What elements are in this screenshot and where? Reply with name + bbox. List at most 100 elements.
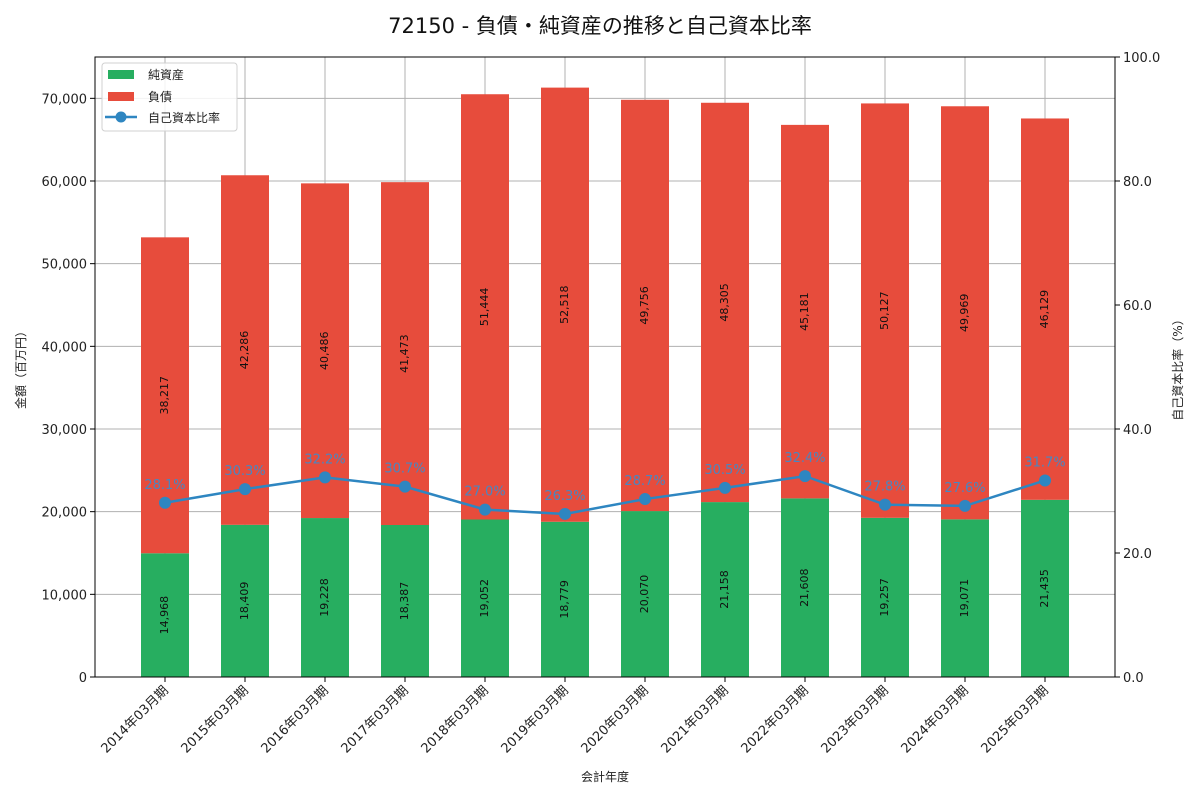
bar-liabilities (381, 182, 429, 526)
ratio-marker (799, 470, 811, 483)
bar-label-net-assets: 21,158 (718, 570, 731, 609)
bar-label-net-assets: 18,409 (238, 582, 251, 621)
y-tick-label: 10,000 (42, 588, 88, 603)
x-tick-label: 2023年03月期 (819, 683, 892, 756)
bar-label-liabilities: 38,217 (158, 376, 171, 415)
ratio-marker (399, 480, 411, 493)
y2-tick-label: 80.0 (1123, 175, 1152, 190)
bar-liabilities (541, 87, 589, 522)
x-tick-label: 2017年03月期 (339, 683, 412, 756)
right-y-axis: 0.0 20.0 40.0 60.0 80.0 100.0 (1115, 51, 1160, 686)
ratio-marker (879, 498, 891, 511)
x-axis: 2014年03月期 2015年03月期 2016年03月期 2017年03月期 2018… (99, 677, 1052, 757)
bar-net-assets (461, 519, 509, 677)
ratio-line-series: 28.1% 30.3% 32.2% 30.7% 27.0% 26.3% 28.7% 30.5%… (144, 451, 1066, 520)
bar-label-net-assets: 19,257 (878, 578, 891, 617)
y-tick-label: 60,000 (42, 175, 88, 190)
x-tick-label: 2022年03月期 (739, 683, 812, 756)
left-y-axis: 0 10,000 20,000 30,000 40,000 50,000 60,000 70,… (42, 92, 95, 686)
y2-tick-label: 60.0 (1123, 299, 1152, 314)
bar-label-net-assets: 14,968 (158, 596, 171, 635)
x-tick-label: 2014年03月期 (99, 683, 172, 756)
x-tick-label: 2016年03月期 (259, 683, 332, 756)
y-tick-label: 50,000 (42, 258, 88, 273)
bar-net-assets (221, 524, 269, 677)
bar-label-liabilities: 52,518 (558, 285, 571, 324)
bar-label-liabilities: 40,486 (318, 331, 331, 370)
bar-liabilities (781, 124, 829, 499)
ratio-label: 28.1% (144, 478, 185, 493)
bar-net-assets (621, 511, 669, 677)
bar-net-assets (141, 553, 189, 677)
bar-label-net-assets: 19,228 (318, 578, 331, 617)
x-tick-label: 2015年03月期 (179, 683, 252, 756)
y-tick-label: 40,000 (42, 340, 88, 355)
ratio-label: 31.7% (1024, 455, 1065, 470)
bar-series (141, 87, 1069, 677)
bar-net-assets (701, 502, 749, 677)
x-axis-title: 会計年度 (581, 769, 629, 784)
x-tick-label: 2019年03月期 (499, 683, 572, 756)
ratio-line (164, 474, 1046, 516)
bar-net-assets (1021, 499, 1069, 677)
bar-label-liabilities: 49,756 (638, 286, 651, 325)
y-tick-label: 0 (79, 671, 87, 686)
bar-liabilities (861, 103, 909, 518)
right-axis-title: 自己資本比率（%） (1170, 313, 1185, 420)
bar-value-labels: 14,968 38,217 18,409 42,286 19,228 40,486 18,3… (158, 283, 1051, 634)
bar-net-assets (381, 525, 429, 677)
legend-marker-ratio (115, 111, 127, 123)
legend-swatch-liabilities (108, 92, 134, 101)
ratio-label: 30.5% (704, 463, 745, 478)
y2-tick-label: 100.0 (1123, 51, 1160, 66)
bar-liabilities (621, 99, 669, 512)
bar-liabilities (1021, 118, 1069, 500)
ratio-label: 26.3% (544, 489, 585, 504)
ratio-marker (719, 481, 731, 494)
ratio-marker (559, 507, 571, 520)
y2-tick-label: 0.0 (1123, 671, 1144, 686)
bar-label-net-assets: 18,387 (398, 582, 411, 621)
ratio-label: 27.6% (944, 481, 985, 496)
bar-net-assets (861, 517, 909, 677)
bar-label-liabilities: 45,181 (798, 292, 811, 331)
bar-net-assets (541, 521, 589, 677)
bar-label-liabilities: 48,305 (718, 283, 731, 322)
bar-label-liabilities: 42,286 (238, 331, 251, 370)
ratio-marker (319, 471, 331, 484)
ratio-marker (159, 496, 171, 509)
ratio-label: 32.2% (304, 452, 345, 467)
ratio-marker (479, 503, 491, 516)
bar-label-net-assets: 19,071 (958, 579, 971, 618)
y-tick-label: 20,000 (42, 506, 88, 521)
bar-label-liabilities: 41,473 (398, 334, 411, 373)
x-tick-label: 2025年03月期 (979, 683, 1052, 756)
bar-label-liabilities: 51,444 (478, 288, 491, 327)
ratio-label: 27.0% (464, 485, 505, 500)
y-tick-label: 70,000 (42, 92, 88, 107)
x-tick-label: 2021年03月期 (659, 683, 732, 756)
ratio-label: 30.3% (224, 464, 265, 479)
legend-label-net-assets: 純資産 (148, 67, 184, 82)
bar-label-net-assets: 19,052 (478, 579, 491, 618)
bar-label-net-assets: 18,779 (558, 580, 571, 619)
bar-liabilities (461, 94, 509, 520)
bar-liabilities (301, 183, 349, 519)
y2-tick-label: 20.0 (1123, 547, 1152, 562)
y2-tick-label: 40.0 (1123, 423, 1152, 438)
y-tick-label: 30,000 (42, 423, 88, 438)
x-tick-label: 2020年03月期 (579, 683, 652, 756)
ratio-marker (639, 493, 651, 506)
bar-label-liabilities: 49,969 (958, 294, 971, 333)
bar-net-assets (301, 518, 349, 677)
ratio-marker (239, 483, 251, 496)
x-tick-label: 2018年03月期 (419, 683, 492, 756)
x-tick-label: 2024年03月期 (899, 683, 972, 756)
bar-label-liabilities: 50,127 (878, 291, 891, 330)
legend-box (101, 62, 238, 132)
ratio-label: 32.4% (784, 451, 825, 466)
chart-title: 72150 - 負債・純資産の推移と自己資本比率 (388, 14, 812, 38)
ratio-marker (1039, 474, 1051, 487)
